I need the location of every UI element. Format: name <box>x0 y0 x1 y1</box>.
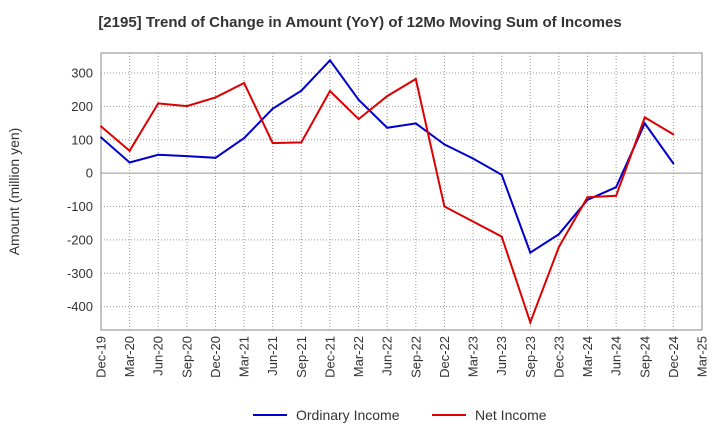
plot-frame <box>100 52 703 331</box>
data-point <box>243 82 246 85</box>
data-point <box>672 162 675 165</box>
data-point <box>472 220 475 223</box>
x-tick-label: Mar-25 <box>695 336 710 377</box>
x-tick-label: Mar-21 <box>237 336 252 377</box>
data-point <box>386 126 389 129</box>
legend-label: Ordinary Income <box>296 407 400 423</box>
data-point <box>557 233 560 236</box>
legend-label: Net Income <box>475 407 547 423</box>
series-lines <box>100 58 675 326</box>
data-point <box>443 205 446 208</box>
x-tick-label: Mar-22 <box>351 336 366 377</box>
data-point <box>414 122 417 125</box>
data-point <box>271 142 274 145</box>
grid <box>100 52 703 331</box>
data-point <box>443 143 446 146</box>
x-tick-label: Jun-21 <box>265 336 280 376</box>
x-tick-label: Sep-22 <box>408 336 423 378</box>
y-tick-label: -200 <box>67 232 93 247</box>
y-axis-label: Amount (million yen) <box>6 128 22 256</box>
x-tick-label: Dec-22 <box>437 336 452 378</box>
y-tick-label: 300 <box>71 66 93 81</box>
data-point <box>529 321 532 324</box>
chart-title: [2195] Trend of Change in Amount (YoY) o… <box>98 14 622 31</box>
data-point <box>357 118 360 121</box>
x-tick-label: Dec-21 <box>322 336 337 378</box>
data-point <box>643 116 646 119</box>
data-point <box>529 251 532 254</box>
x-tick-label: Sep-24 <box>637 336 652 378</box>
data-point <box>100 136 102 139</box>
data-point <box>615 186 618 189</box>
x-tick-label: Mar-23 <box>466 336 481 377</box>
x-tick-label: Mar-24 <box>580 336 595 377</box>
data-point <box>157 102 160 105</box>
x-tick-label: Sep-21 <box>294 336 309 378</box>
x-tick-label: Dec-23 <box>551 336 566 378</box>
data-point <box>414 78 417 81</box>
data-point <box>185 105 188 108</box>
y-tick-label: -400 <box>67 299 93 314</box>
data-point <box>157 153 160 156</box>
data-point <box>185 155 188 158</box>
y-tick-label: 0 <box>86 166 93 181</box>
data-point <box>586 196 589 199</box>
data-point <box>500 173 503 176</box>
data-point <box>328 59 331 62</box>
x-tick-label: Dec-20 <box>208 336 223 378</box>
x-tick-label: Mar-20 <box>122 336 137 377</box>
data-point <box>271 107 274 110</box>
x-tick-label: Dec-24 <box>666 336 681 378</box>
x-tick-label: Jun-23 <box>494 336 509 376</box>
data-point <box>357 98 360 101</box>
data-point <box>472 157 475 160</box>
x-tick-label: Jun-24 <box>609 336 624 376</box>
y-tick-label: 200 <box>71 99 93 114</box>
x-tick-label: Dec-19 <box>94 336 109 378</box>
data-point <box>100 125 102 128</box>
legend: Ordinary Income Net Income <box>253 407 547 423</box>
data-point <box>300 89 303 92</box>
x-tick-label: Sep-20 <box>179 336 194 378</box>
data-point <box>328 90 331 93</box>
data-point <box>643 122 646 125</box>
axes: 300 200 100 0 -100 -200 -300 -400 Dec-19 Mar-20 Ju… <box>6 66 710 378</box>
data-point <box>128 149 131 152</box>
data-point <box>214 96 217 99</box>
y-tick-label: 100 <box>71 132 93 147</box>
y-tick-label: -300 <box>67 266 93 281</box>
data-point <box>672 133 675 136</box>
data-point <box>557 245 560 248</box>
data-point <box>243 137 246 140</box>
data-point <box>386 95 389 98</box>
x-tick-label: Jun-20 <box>151 336 166 376</box>
x-tick-label: Sep-23 <box>523 336 538 378</box>
data-point <box>500 235 503 238</box>
data-point <box>300 141 303 144</box>
data-point <box>128 161 131 164</box>
data-point <box>214 156 217 159</box>
data-point <box>615 194 618 197</box>
x-tick-label: Jun-22 <box>380 336 395 376</box>
y-tick-label: -100 <box>67 199 93 214</box>
